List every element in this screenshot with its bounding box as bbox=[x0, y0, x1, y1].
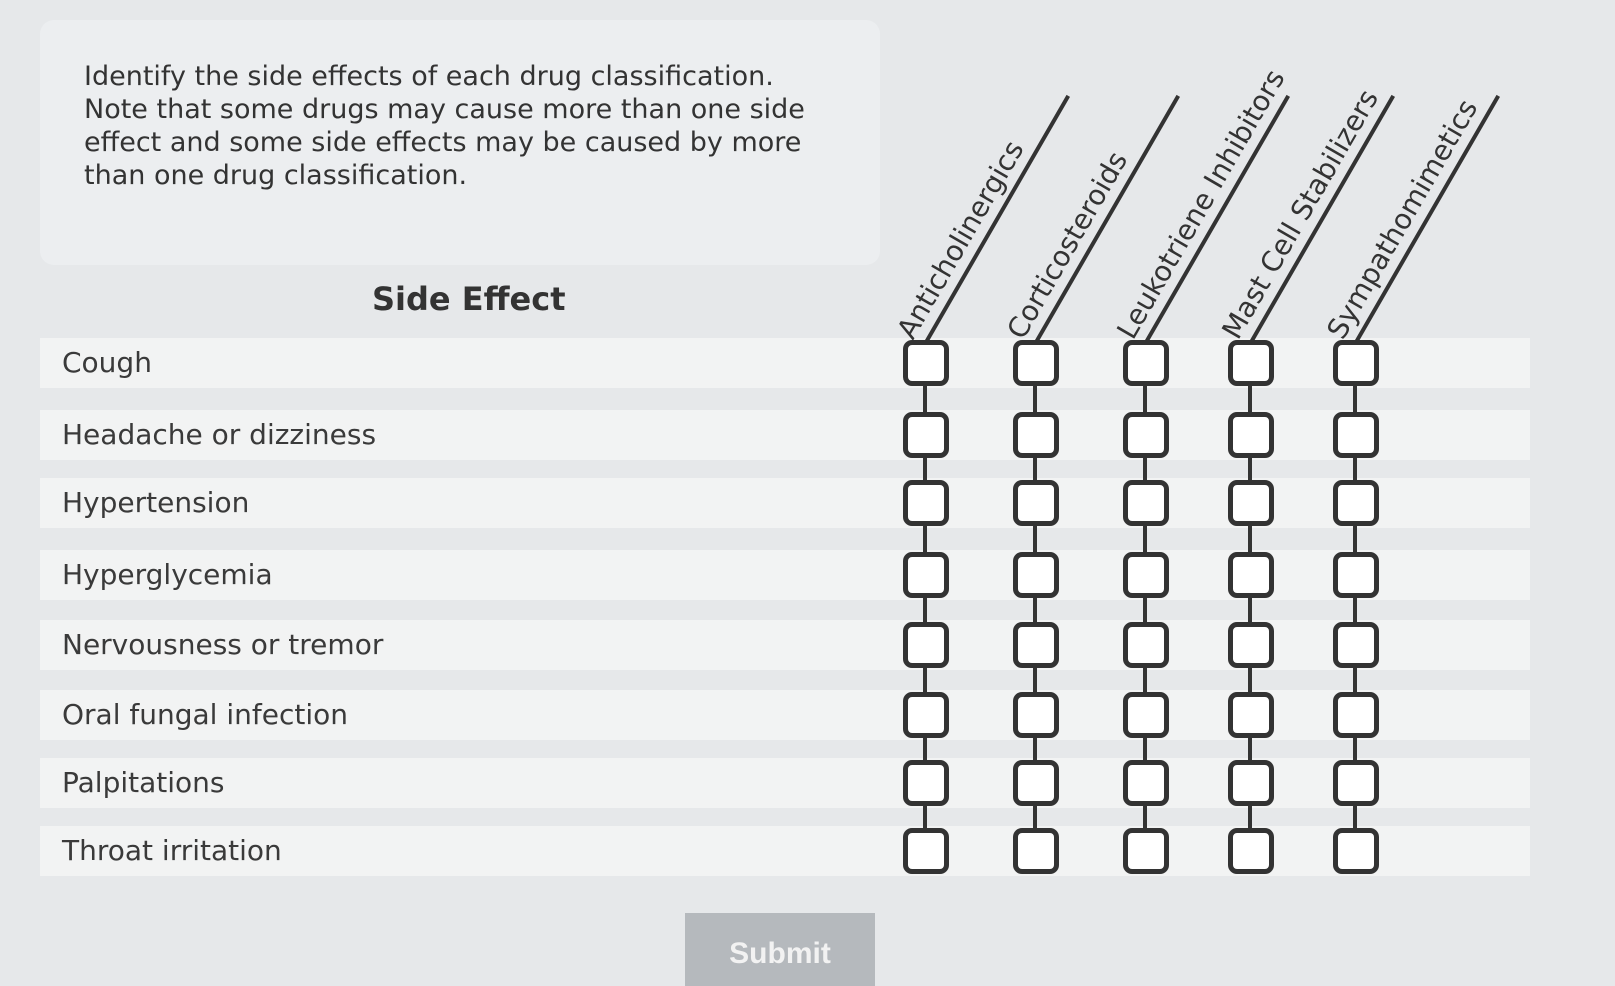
checkbox[interactable] bbox=[1123, 828, 1169, 874]
checkbox[interactable] bbox=[1013, 760, 1059, 806]
checkbox[interactable] bbox=[1228, 480, 1274, 526]
checkbox[interactable] bbox=[1333, 480, 1379, 526]
checkbox[interactable] bbox=[1228, 760, 1274, 806]
side-effect-row: Cough bbox=[40, 338, 1530, 388]
column-connector-line bbox=[923, 345, 927, 851]
checkbox[interactable] bbox=[903, 552, 949, 598]
checkbox[interactable] bbox=[1013, 552, 1059, 598]
checkbox[interactable] bbox=[903, 622, 949, 668]
side-effect-label: Headache or dizziness bbox=[62, 418, 377, 451]
checkbox[interactable] bbox=[903, 340, 949, 386]
checkbox[interactable] bbox=[1228, 412, 1274, 458]
column-connector-line bbox=[1143, 345, 1147, 851]
checkbox[interactable] bbox=[1013, 340, 1059, 386]
checkbox[interactable] bbox=[1333, 692, 1379, 738]
side-effect-label: Hypertension bbox=[62, 486, 250, 519]
checkbox[interactable] bbox=[1333, 340, 1379, 386]
instructions-box: Identify the side effects of each drug c… bbox=[40, 20, 880, 265]
side-effect-row: Hypertension bbox=[40, 478, 1530, 528]
side-effect-label: Oral fungal infection bbox=[62, 698, 348, 731]
checkbox[interactable] bbox=[1333, 828, 1379, 874]
checkbox[interactable] bbox=[903, 760, 949, 806]
checkbox[interactable] bbox=[1013, 412, 1059, 458]
checkbox[interactable] bbox=[1013, 480, 1059, 526]
column-connector-line bbox=[1033, 345, 1037, 851]
checkbox[interactable] bbox=[1228, 552, 1274, 598]
side-effect-label: Throat irritation bbox=[62, 834, 282, 867]
checkbox[interactable] bbox=[1123, 480, 1169, 526]
checkbox[interactable] bbox=[1013, 622, 1059, 668]
side-effect-row: Hyperglycemia bbox=[40, 550, 1530, 600]
side-effect-row: Oral fungal infection bbox=[40, 690, 1530, 740]
side-effect-row: Nervousness or tremor bbox=[40, 620, 1530, 670]
side-effect-label: Nervousness or tremor bbox=[62, 628, 384, 661]
side-effect-label: Cough bbox=[62, 346, 152, 379]
side-effect-label: Palpitations bbox=[62, 766, 225, 799]
instructions-text: Identify the side effects of each drug c… bbox=[84, 61, 805, 191]
checkbox[interactable] bbox=[903, 828, 949, 874]
checkbox[interactable] bbox=[1228, 828, 1274, 874]
checkbox[interactable] bbox=[1123, 622, 1169, 668]
column-connector-line bbox=[1353, 345, 1357, 851]
checkbox[interactable] bbox=[1123, 412, 1169, 458]
checkbox[interactable] bbox=[1333, 760, 1379, 806]
checkbox[interactable] bbox=[1013, 828, 1059, 874]
checkbox[interactable] bbox=[1228, 692, 1274, 738]
submit-button[interactable]: Submit bbox=[685, 913, 875, 986]
side-effect-row: Throat irritation bbox=[40, 826, 1530, 876]
checkbox[interactable] bbox=[1333, 552, 1379, 598]
checkbox[interactable] bbox=[1123, 552, 1169, 598]
side-effect-header: Side Effect bbox=[372, 280, 566, 318]
checkbox[interactable] bbox=[1228, 622, 1274, 668]
checkbox[interactable] bbox=[1333, 412, 1379, 458]
checkbox[interactable] bbox=[1123, 760, 1169, 806]
checkbox[interactable] bbox=[1013, 692, 1059, 738]
column-connector-line bbox=[1248, 345, 1252, 851]
checkbox[interactable] bbox=[1123, 340, 1169, 386]
side-effect-row: Palpitations bbox=[40, 758, 1530, 808]
checkbox[interactable] bbox=[903, 692, 949, 738]
side-effect-row: Headache or dizziness bbox=[40, 410, 1530, 460]
checkbox[interactable] bbox=[903, 480, 949, 526]
checkbox[interactable] bbox=[903, 412, 949, 458]
side-effect-label: Hyperglycemia bbox=[62, 558, 273, 591]
checkbox[interactable] bbox=[1228, 340, 1274, 386]
checkbox[interactable] bbox=[1333, 622, 1379, 668]
checkbox[interactable] bbox=[1123, 692, 1169, 738]
